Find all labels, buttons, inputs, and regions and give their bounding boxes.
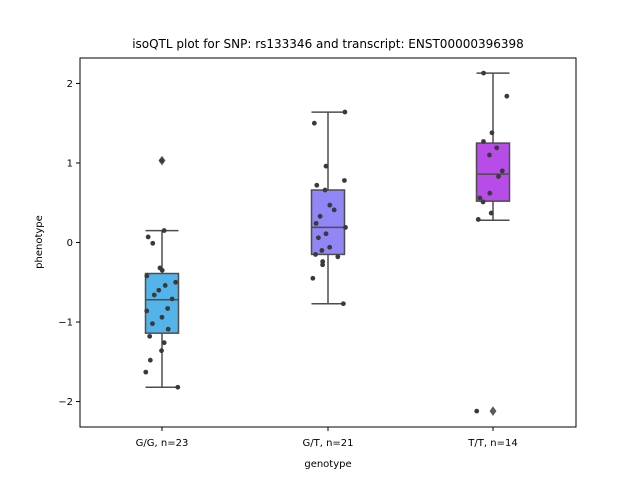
data-point: [342, 178, 347, 183]
data-point: [159, 158, 165, 163]
data-point: [314, 182, 320, 188]
data-point: [481, 139, 486, 144]
data-point: [143, 369, 149, 375]
x-tick-label: G/G, n=23: [136, 438, 189, 449]
data-point: [499, 168, 505, 174]
data-point: [342, 109, 348, 115]
data-point: [145, 234, 151, 240]
data-point: [150, 240, 156, 246]
x-axis-title: genotype: [304, 459, 351, 470]
data-point: [494, 145, 500, 151]
data-point: [165, 326, 171, 332]
data-point: [313, 221, 319, 226]
x-tick-label: G/T, n=21: [302, 438, 353, 449]
y-tick-label: −2: [58, 397, 73, 408]
data-point: [151, 292, 157, 298]
data-point: [317, 213, 323, 219]
data-point: [331, 207, 337, 213]
data-point: [322, 187, 328, 193]
data-point: [159, 267, 165, 273]
data-point: [488, 210, 494, 216]
data-point: [474, 408, 480, 414]
data-point: [340, 301, 346, 307]
data-point: [496, 174, 501, 179]
data-point: [162, 283, 168, 288]
chart-title: isoQTL plot for SNP: rs133346 and transc…: [132, 37, 524, 51]
data-point: [175, 384, 181, 390]
data-point: [323, 231, 329, 237]
data-point: [161, 228, 167, 233]
data-point: [487, 190, 493, 196]
data-point: [165, 306, 171, 311]
data-point: [477, 195, 483, 201]
data-point: [323, 163, 329, 169]
data-point: [327, 202, 333, 208]
plot-area: [143, 70, 511, 417]
data-point: [480, 199, 486, 205]
data-point: [144, 308, 150, 314]
data-point: [313, 252, 318, 257]
data-point: [159, 348, 164, 354]
data-point: [487, 152, 492, 158]
data-point: [335, 254, 341, 260]
data-point: [161, 340, 167, 346]
data-point: [489, 130, 495, 136]
y-axis-title: phenotype: [34, 215, 45, 269]
box-group: [310, 111, 346, 305]
data-point: [147, 357, 153, 363]
data-point: [481, 70, 486, 76]
data-point: [159, 314, 165, 320]
data-point: [311, 120, 317, 126]
x-tick-label: T/T, n=14: [467, 438, 517, 449]
data-point: [475, 217, 481, 222]
data-point: [343, 224, 348, 230]
data-point: [310, 275, 316, 281]
y-tick-label: 1: [67, 158, 73, 169]
box-group: [475, 72, 511, 417]
y-tick-label: 0: [67, 238, 73, 249]
data-point: [169, 296, 175, 302]
data-point: [504, 93, 510, 99]
data-point: [173, 279, 179, 285]
data-point: [144, 273, 150, 279]
data-point: [327, 244, 333, 250]
box: [475, 142, 511, 202]
y-tick-label: 2: [67, 79, 73, 90]
data-point: [156, 287, 162, 293]
y-tick-label: −1: [58, 318, 73, 329]
data-point: [319, 248, 325, 253]
data-point: [150, 321, 155, 327]
data-point: [320, 262, 326, 268]
data-point: [315, 235, 321, 241]
outlier-marker: [489, 406, 497, 417]
data-point: [147, 333, 153, 339]
